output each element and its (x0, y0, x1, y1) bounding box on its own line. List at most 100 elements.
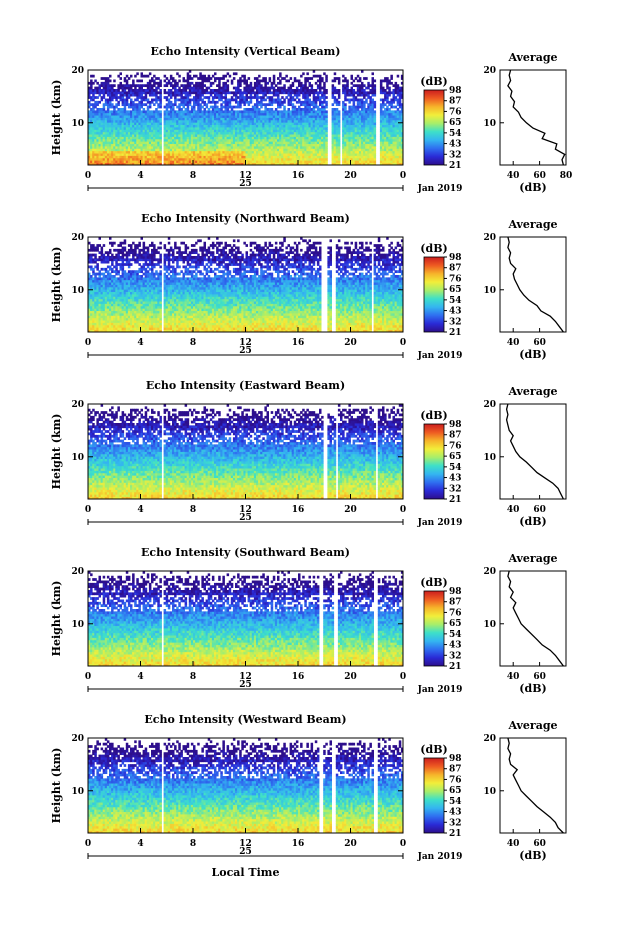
heatmap-cell (92, 138, 95, 142)
heatmap-cell (295, 86, 299, 90)
heatmap-cell (117, 160, 120, 164)
heatmap-cell (172, 84, 175, 88)
heatmap-cell (207, 115, 211, 118)
heatmap-cell (172, 119, 175, 123)
heatmap-cell (222, 86, 225, 90)
heatmap-cell (203, 129, 206, 133)
heatmap-cell (178, 131, 181, 135)
heatmap-cell (237, 129, 240, 133)
heatmap-cell (125, 115, 129, 118)
heatmap-cell (193, 105, 196, 109)
heatmap-cell (165, 153, 169, 156)
heatmap-cell (123, 162, 127, 166)
heatmap-cell (239, 124, 242, 128)
heatmap-cell (182, 84, 185, 88)
heatmap-cell (90, 275, 93, 278)
heatmap-cell (117, 134, 120, 137)
heatmap-cell (153, 134, 156, 137)
heatmap-cell (201, 110, 204, 114)
heatmap-cell (197, 155, 200, 159)
heatmap-cell (207, 157, 211, 161)
heatmap-cell (186, 160, 190, 164)
heatmap-cell (109, 119, 112, 123)
heatmap-cell (323, 108, 326, 111)
heatmap-cell (167, 157, 171, 161)
heatmap-cell (344, 105, 347, 109)
heatmap-cell (167, 93, 171, 97)
heatmap-cell (153, 81, 156, 85)
heatmap-cell (346, 84, 349, 88)
heatmap-cell (94, 275, 97, 278)
heatmap-cell (239, 146, 242, 149)
heatmap-cell (239, 112, 242, 116)
heatmap-cell (92, 143, 95, 147)
heatmap-cell (195, 81, 198, 85)
heatmap-cell (176, 84, 179, 88)
heatmap-cell (178, 79, 181, 83)
heatmap-cell (178, 112, 181, 116)
heatmap-cell (184, 110, 188, 114)
heatmap-cell (224, 100, 227, 104)
heatmap-cell (111, 96, 114, 99)
heatmap-cell (237, 103, 240, 107)
heatmap-cell (100, 138, 104, 142)
heatmap-cell (123, 143, 127, 147)
heatmap-cell (237, 143, 240, 147)
heatmap-cell (239, 131, 242, 135)
heatmap-cell (184, 115, 188, 118)
heatmap-cell (121, 160, 125, 164)
heatmap-cell (176, 115, 179, 118)
heatmap-cell (222, 84, 225, 88)
heatmap-cell (172, 162, 175, 166)
heatmap-cell (239, 157, 242, 161)
heatmap-cell (104, 131, 108, 135)
heatmap-cell (237, 96, 240, 99)
heatmap-cell (121, 146, 125, 149)
heatmap-cell (180, 129, 183, 133)
heatmap-cell (127, 110, 131, 114)
heatmap-cell (199, 91, 202, 95)
heatmap-cell (218, 127, 221, 130)
heatmap-cell (148, 129, 152, 133)
heatmap-cell (163, 143, 167, 147)
heatmap-cell (92, 93, 95, 97)
heatmap-cell (337, 148, 341, 152)
heatmap-cell (197, 129, 200, 133)
heatmap-cell (186, 103, 190, 107)
heatmap-cell (165, 124, 169, 128)
heatmap-cell (325, 155, 328, 159)
heatmap-cell (180, 131, 183, 135)
heatmap-cell (228, 129, 232, 133)
heatmap-cell (207, 86, 211, 90)
heatmap-cell (157, 98, 160, 102)
heatmap-cell (132, 91, 135, 95)
heatmap-cell (211, 138, 215, 142)
heatmap-cell (211, 119, 215, 123)
heatmap-cell (98, 136, 101, 140)
heatmap-cell (211, 134, 215, 137)
heatmap-cell (373, 157, 377, 161)
heatmap-cell (90, 138, 93, 142)
heatmap-cell (222, 157, 225, 161)
heatmap-cell (232, 119, 236, 123)
heatmap-cell (182, 155, 185, 159)
heatmap-cell (178, 141, 181, 145)
heatmap-cell (96, 81, 99, 85)
heatmap-cell (138, 129, 141, 133)
heatmap-cell (209, 119, 213, 123)
heatmap-cell (92, 103, 95, 107)
average-profile-line (507, 69, 566, 166)
heatmap-cell (222, 100, 225, 104)
heatmap-cell (239, 103, 242, 107)
heatmap-cell (239, 143, 242, 147)
heatmap-cell (157, 136, 160, 140)
heatmap-cell (117, 110, 120, 114)
heatmap-cell (104, 98, 108, 102)
heatmap-cell (283, 84, 286, 88)
heatmap-cell (113, 119, 116, 123)
heatmap-cell (130, 115, 133, 118)
heatmap-cell (172, 108, 175, 111)
heatmap-cell (138, 146, 141, 149)
heatmap-cell (157, 148, 160, 152)
heatmap-cell (94, 117, 97, 121)
